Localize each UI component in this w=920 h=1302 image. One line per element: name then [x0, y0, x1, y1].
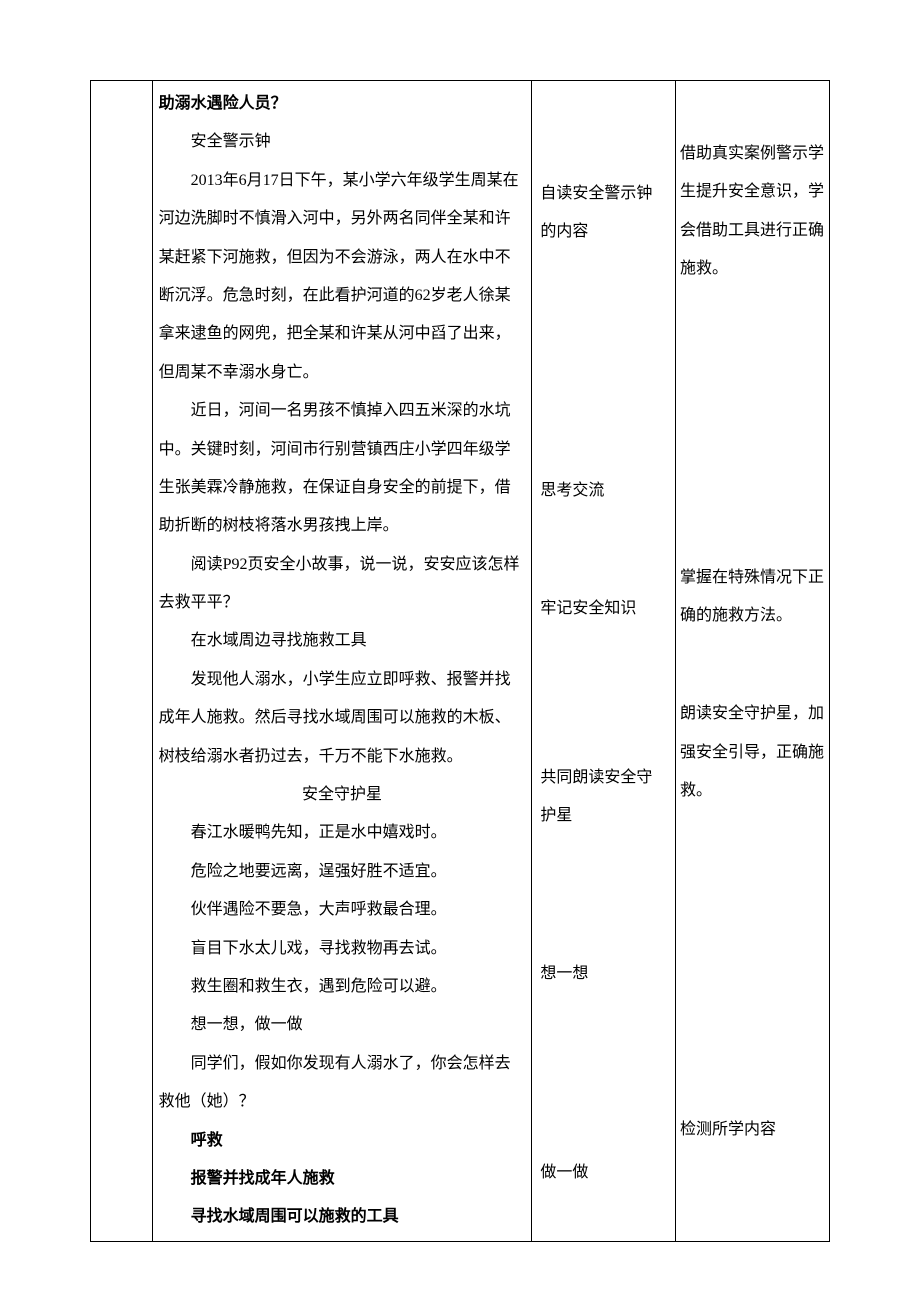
- col-3-cell: 自读安全警示钟的内容 思考交流 牢记安全知识 共同朗读安全守护星 想一想 做一做: [532, 81, 676, 1242]
- activity-1: 自读安全警示钟的内容: [536, 175, 671, 252]
- case-paragraph-1: 2013年6月17日下午，某小学六年级学生周某在河边洗脚时不慎滑入河中，另外两名…: [157, 162, 528, 392]
- poem-line-4: 盲目下水太儿戏，寻找救物再去试。: [157, 930, 528, 968]
- rescue-tip-2: 发现他人溺水，小学生应立即呼救、报警并找成年人施救。然后寻找水域周围可以施救的木…: [157, 661, 528, 776]
- poem-line-5: 救生圈和救生衣，遇到危险可以避。: [157, 968, 528, 1006]
- spacer: [536, 994, 671, 1154]
- spacer: [680, 85, 825, 135]
- intent-2: 掌握在特殊情况下正确的施救方法。: [680, 559, 825, 636]
- col-4-cell: 借助真实案例警示学生提升安全意识，学会借助工具进行正确施救。 掌握在特殊情况下正…: [676, 81, 830, 1242]
- activity-3: 牢记安全知识: [536, 590, 671, 628]
- spacer: [536, 85, 671, 175]
- spacer: [680, 811, 825, 1111]
- lesson-plan-table: 助溺水遇险人员？ 安全警示钟 2013年6月17日下午，某小学六年级学生周某在河…: [90, 80, 830, 1242]
- guardian-heading: 安全守护星: [157, 776, 528, 814]
- case-paragraph-2: 近日，河间一名男孩不慎掉入四五米深的水坑中。关键时刻，河间市行别营镇西庄小学四年…: [157, 392, 528, 546]
- answer-1: 呼救: [157, 1122, 528, 1160]
- rescue-tip-1: 在水域周边寻找施救工具: [157, 622, 528, 660]
- intent-3: 朗读安全守护星，加强安全引导，正确施救。: [680, 695, 825, 810]
- activity-4: 共同朗读安全守护星: [536, 759, 671, 836]
- warning-heading: 安全警示钟: [157, 123, 528, 161]
- intent-1: 借助真实案例警示学生提升安全意识，学会借助工具进行正确施救。: [680, 135, 825, 289]
- spacer: [536, 510, 671, 590]
- spacer: [536, 629, 671, 759]
- col-1-cell: [91, 81, 153, 1242]
- activity-2: 思考交流: [536, 472, 671, 510]
- poem-line-3: 伙伴遇险不要急，大声呼救最合理。: [157, 891, 528, 929]
- poem-line-2: 危险之地要远离，逞强好胜不适宜。: [157, 853, 528, 891]
- spacer: [536, 835, 671, 955]
- answer-3: 寻找水域周围可以施救的工具: [157, 1198, 528, 1236]
- spacer: [680, 289, 825, 559]
- spacer: [536, 252, 671, 472]
- spacer: [680, 635, 825, 695]
- think-heading: 想一想，做一做: [157, 1006, 528, 1044]
- activity-5: 想一想: [536, 955, 671, 993]
- col-2-cell: 助溺水遇险人员？ 安全警示钟 2013年6月17日下午，某小学六年级学生周某在河…: [152, 81, 532, 1242]
- poem-line-1: 春江水暖鸭先知，正是水中嬉戏时。: [157, 814, 528, 852]
- answer-2: 报警并找成年人施救: [157, 1160, 528, 1198]
- table-row: 助溺水遇险人员？ 安全警示钟 2013年6月17日下午，某小学六年级学生周某在河…: [91, 81, 830, 1242]
- intent-4: 检测所学内容: [680, 1111, 825, 1149]
- activity-6: 做一做: [536, 1154, 671, 1192]
- topic-title: 助溺水遇险人员？: [157, 85, 528, 123]
- think-prompt: 同学们，假如你发现有人溺水了，你会怎样去救他（她）？: [157, 1045, 528, 1122]
- reading-prompt: 阅读P92页安全小故事，说一说，安安应该怎样去救平平？: [157, 546, 528, 623]
